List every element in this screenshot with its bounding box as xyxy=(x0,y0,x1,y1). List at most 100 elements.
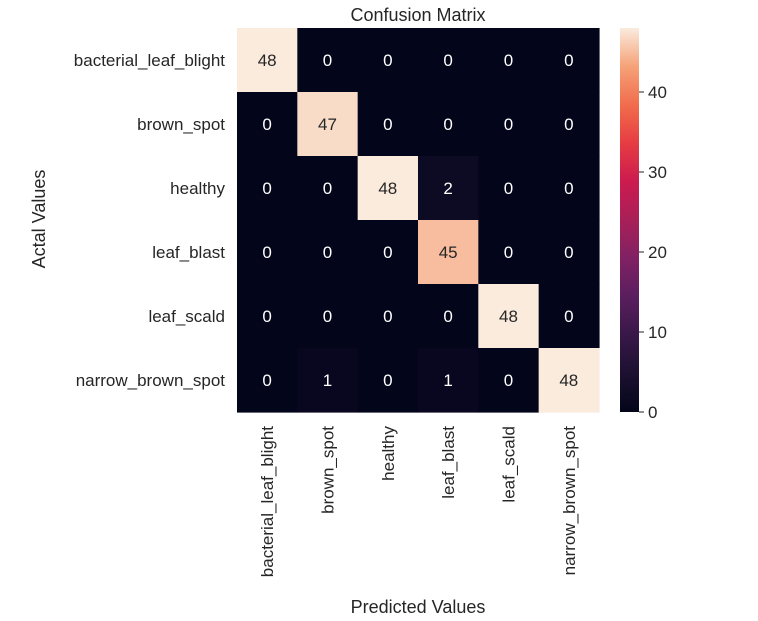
heatmap-cell-r3-c0 xyxy=(237,220,298,285)
colorbar: 0 10 20 30 40 xyxy=(620,28,667,422)
cell-value-r4-c0: 0 xyxy=(262,307,271,326)
heatmap-cell-r5-c5 xyxy=(538,348,600,413)
cell-value-r0-c1: 0 xyxy=(323,51,332,70)
cell-value-r2-c2: 48 xyxy=(378,179,397,198)
heatmap-cell-r2-c5 xyxy=(538,156,600,221)
cell-value-r3-c5: 0 xyxy=(564,243,573,262)
heatmap-cell-r3-c3 xyxy=(417,220,479,285)
cell-value-r1-c3: 0 xyxy=(443,115,452,134)
colorbar-tick-label-10: 10 xyxy=(648,323,667,342)
x-tick-label-narrow_brown_spot: narrow_brown_spot xyxy=(560,426,579,576)
heatmap-cell-r1-c0 xyxy=(237,92,298,157)
heatmap-cell-r1-c4 xyxy=(478,92,540,157)
heatmap-cell-r4-c4 xyxy=(478,284,540,349)
y-tick-label-healthy: healthy xyxy=(170,179,225,198)
colorbar-tick-label-40: 40 xyxy=(648,83,667,102)
cell-value-r5-c0: 0 xyxy=(262,371,271,390)
y-tick-label-bacterial_leaf_blight: bacterial_leaf_blight xyxy=(74,51,225,70)
heatmap-cell-r5-c3 xyxy=(417,348,479,413)
cell-value-r4-c2: 0 xyxy=(383,307,392,326)
cell-value-r0-c0: 48 xyxy=(258,51,277,70)
heatmap-cell-r0-c0 xyxy=(237,28,298,93)
cell-value-r1-c4: 0 xyxy=(504,115,513,134)
cell-value-r3-c1: 0 xyxy=(323,243,332,262)
y-tick-label-narrow_brown_spot: narrow_brown_spot xyxy=(76,371,226,390)
heatmap-cell-r4-c5 xyxy=(538,284,600,349)
cell-value-r4-c1: 0 xyxy=(323,307,332,326)
cell-value-r3-c4: 0 xyxy=(504,243,513,262)
cell-value-r1-c1: 47 xyxy=(318,115,337,134)
colorbar-tick-label-30: 30 xyxy=(648,163,667,182)
cell-value-r2-c0: 0 xyxy=(262,179,271,198)
heatmap-cell-r2-c3 xyxy=(417,156,479,221)
cell-value-r5-c1: 1 xyxy=(323,371,332,390)
cell-value-r0-c3: 0 xyxy=(443,51,452,70)
heatmap-cell-r5-c4 xyxy=(478,348,540,413)
heatmap-cell-r5-c0 xyxy=(237,348,298,413)
heatmap-cell-r4-c1 xyxy=(297,284,359,349)
x-tick-label-leaf_blast: leaf_blast xyxy=(439,426,458,499)
heatmap-cell-r3-c4 xyxy=(478,220,540,285)
cell-value-r3-c3: 45 xyxy=(439,243,458,262)
x-tick-label-brown_spot: brown_spot xyxy=(319,426,338,514)
cell-value-r0-c2: 0 xyxy=(383,51,392,70)
colorbar-tick-label-0: 0 xyxy=(648,403,657,422)
cell-value-r2-c1: 0 xyxy=(323,179,332,198)
cell-value-r2-c5: 0 xyxy=(564,179,573,198)
heatmap-cell-r1-c3 xyxy=(417,92,479,157)
x-tick-label-bacterial_leaf_blight: bacterial_leaf_blight xyxy=(258,426,277,577)
heatmap-cell-r5-c2 xyxy=(357,348,419,413)
y-tick-label-brown_spot: brown_spot xyxy=(137,115,225,134)
heatmap-cell-r3-c5 xyxy=(538,220,600,285)
heatmap-cell-r5-c1 xyxy=(297,348,359,413)
heatmap-cell-r0-c2 xyxy=(357,28,419,93)
y-tick-label-leaf_blast: leaf_blast xyxy=(152,243,225,262)
heatmap-cell-r4-c0 xyxy=(237,284,298,349)
heatmap-cell-r0-c1 xyxy=(297,28,359,93)
x-tick-label-leaf_scald: leaf_scald xyxy=(499,426,518,503)
x-tick-labels: bacterial_leaf_blight brown_spot healthy le… xyxy=(258,426,579,578)
heatmap-annotations: 48 0 0 0 0 0 0 47 0 0 0 0 0 0 48 2 0 0 0 0 0 45 0 0 0 0 0 0 48 0 0 1 0 1 0… xyxy=(258,51,579,390)
heatmap-cell-r0-c5 xyxy=(538,28,600,93)
cell-value-r5-c5: 48 xyxy=(559,371,578,390)
cell-value-r0-c4: 0 xyxy=(504,51,513,70)
cell-value-r5-c3: 1 xyxy=(443,371,452,390)
cell-value-r4-c3: 0 xyxy=(443,307,452,326)
y-tick-label-leaf_scald: leaf_scald xyxy=(148,307,225,326)
cell-value-r5-c2: 0 xyxy=(383,371,392,390)
x-axis-label: Predicted Values xyxy=(351,597,486,617)
heatmap-cell-r3-c2 xyxy=(357,220,419,285)
cell-value-r2-c3: 2 xyxy=(443,179,452,198)
cell-value-r0-c5: 0 xyxy=(564,51,573,70)
cell-value-r1-c2: 0 xyxy=(383,115,392,134)
colorbar-ticks: 0 10 20 30 40 xyxy=(639,83,667,422)
heatmap-cell-r4-c3 xyxy=(417,284,479,349)
heatmap-cell-r1-c1 xyxy=(297,92,359,157)
cell-value-r2-c4: 0 xyxy=(504,179,513,198)
cell-value-r1-c0: 0 xyxy=(262,115,271,134)
cell-value-r1-c5: 0 xyxy=(564,115,573,134)
heatmap-cell-r1-c2 xyxy=(357,92,419,157)
heatmap-cell-r1-c5 xyxy=(538,92,600,157)
heatmap-cell-r2-c4 xyxy=(478,156,540,221)
x-tick-label-healthy: healthy xyxy=(379,426,398,481)
cell-value-r5-c4: 0 xyxy=(504,371,513,390)
heatmap-cell-r2-c2 xyxy=(357,156,419,221)
cell-value-r3-c0: 0 xyxy=(262,243,271,262)
heatmap-cell-r4-c2 xyxy=(357,284,419,349)
y-axis-label: Actal Values xyxy=(29,170,49,269)
colorbar-gradient xyxy=(620,28,639,412)
chart-title: Confusion Matrix xyxy=(350,5,485,25)
cell-value-r4-c4: 48 xyxy=(499,307,518,326)
cell-value-r3-c2: 0 xyxy=(383,243,392,262)
heatmap-cells xyxy=(237,28,600,413)
colorbar-tick-label-20: 20 xyxy=(648,243,667,262)
heatmap-cell-r2-c1 xyxy=(297,156,359,221)
heatmap-cell-r0-c3 xyxy=(417,28,479,93)
heatmap-cell-r2-c0 xyxy=(237,156,298,221)
heatmap-cell-r0-c4 xyxy=(478,28,540,93)
heatmap-cell-r3-c1 xyxy=(297,220,359,285)
cell-value-r4-c5: 0 xyxy=(564,307,573,326)
